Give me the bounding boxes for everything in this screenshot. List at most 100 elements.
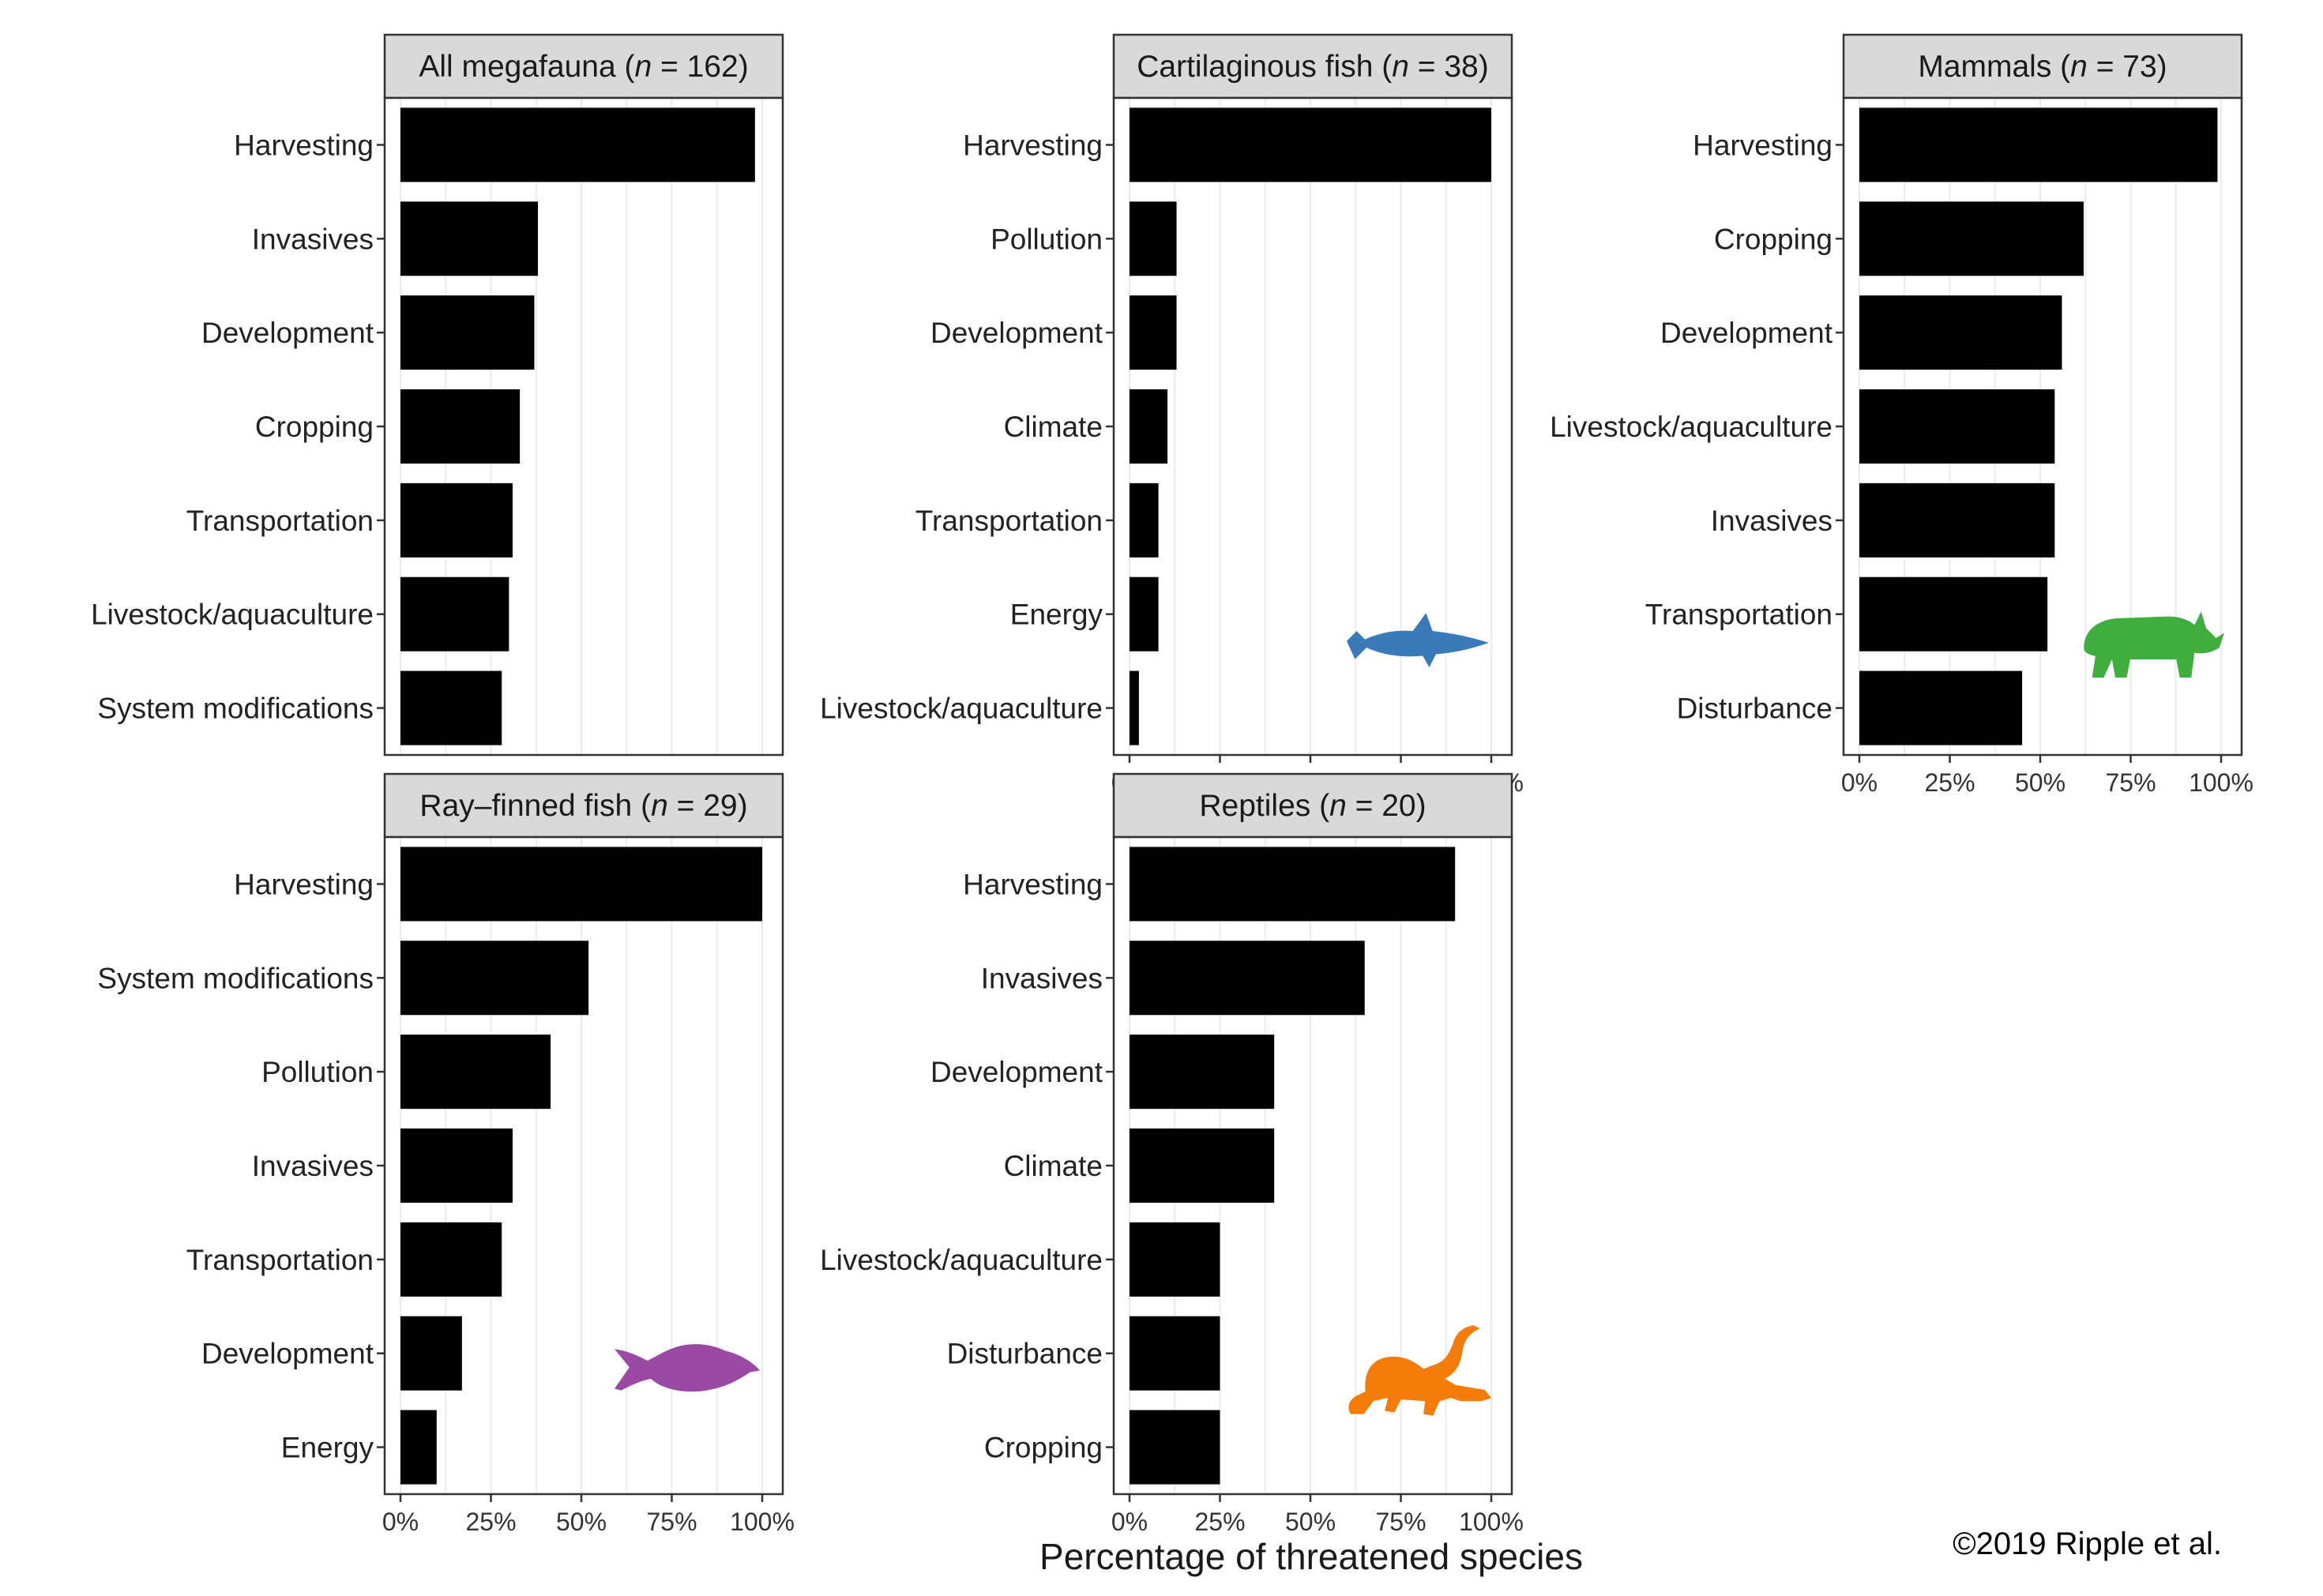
x-tick-label: 0% [382, 1508, 419, 1536]
category-label: Pollution [261, 1056, 374, 1088]
category-label: Invasives [252, 1150, 374, 1182]
category-label: Harvesting [1693, 129, 1832, 161]
category-label: Disturbance [1677, 693, 1832, 725]
x-tick-label: 0% [1841, 768, 1878, 797]
bar [1130, 1410, 1220, 1485]
panel-border [383, 836, 784, 1496]
fish-icon-shape [615, 1344, 760, 1392]
x-tick-label: 50% [2015, 768, 2066, 797]
facet-panels: All megafauna (n = 162) Harvesting Invasiv… [91, 33, 2253, 1536]
bar [400, 483, 513, 558]
category-label: Cropping [255, 411, 374, 443]
x-tick-label: 50% [556, 1508, 607, 1536]
facet-title: Ray–finned fish (n = 29) [419, 789, 747, 823]
x-axis-title: Percentage of threatened species [1039, 1536, 1583, 1577]
shark-icon [1347, 613, 1489, 668]
category-label: Pollution [990, 223, 1103, 255]
category-label: Development [201, 317, 374, 349]
bar [1859, 576, 2048, 652]
bar [1859, 483, 2055, 558]
facet-title: Reptiles (n = 20) [1199, 789, 1426, 823]
facet-strip [1112, 772, 1513, 839]
category-label: Livestock/aquaculture [820, 693, 1103, 725]
category-label: Climate [1004, 1150, 1103, 1182]
facet-panel: Cartilaginous fish (n = 38) Harvesting Pol… [820, 33, 1524, 797]
facet-title: Cartilaginous fish (n = 38) [1137, 50, 1489, 84]
facet-strip [1842, 33, 2243, 100]
facet-title: All megafauna (n = 162) [419, 50, 748, 84]
bar [1130, 1035, 1275, 1110]
bar [1859, 295, 2062, 370]
category-label: Invasives [1711, 505, 1832, 537]
bar [1130, 1316, 1220, 1391]
crocodile-icon-shape [1348, 1325, 1491, 1416]
category-label: Development [930, 317, 1103, 349]
panel-border [1112, 836, 1513, 1496]
bar [1130, 576, 1159, 652]
bar [1130, 1222, 1220, 1297]
bar [400, 1316, 462, 1391]
category-label: Cropping [1714, 223, 1832, 255]
bar [1859, 201, 2084, 276]
category-label: Cropping [984, 1432, 1103, 1464]
x-tick-label: 75% [646, 1508, 697, 1536]
panel-border [1112, 96, 1513, 757]
category-label: Climate [1004, 411, 1103, 443]
bar [400, 847, 762, 922]
facet-panel: Reptiles (n = 20) Harvesting Invasives Deve… [820, 772, 1524, 1536]
category-label: Harvesting [963, 129, 1103, 161]
category-label: System modifications [97, 693, 374, 725]
category-label: Harvesting [234, 868, 374, 900]
x-tick-label: 100% [730, 1508, 795, 1536]
facet-panel: Ray–finned fish (n = 29) Harvesting System… [97, 772, 795, 1536]
facet-panel: Mammals (n = 73) Harvesting Cropping Develo… [1550, 33, 2253, 797]
bar [1130, 847, 1456, 922]
bar [400, 576, 509, 652]
bar [1859, 107, 2218, 182]
bar [1130, 295, 1177, 370]
bar [400, 941, 589, 1016]
category-label: Harvesting [234, 129, 374, 161]
shark-icon-shape [1347, 613, 1489, 668]
bar [400, 201, 539, 276]
rhino-icon-shape [2084, 611, 2224, 678]
panel-border [383, 96, 784, 757]
bar [1859, 389, 2055, 464]
category-label: Harvesting [963, 868, 1103, 900]
bar [400, 1222, 502, 1297]
facet-strip [383, 33, 784, 100]
x-tick-label: 0% [1111, 1508, 1148, 1536]
category-label: Livestock/aquaculture [1550, 411, 1832, 443]
category-label: Transportation [915, 505, 1103, 537]
category-label: Transportation [186, 1244, 374, 1276]
category-label: Development [1660, 317, 1833, 349]
bar [400, 1128, 513, 1203]
x-tick-label: 25% [1924, 768, 1975, 797]
x-tick-label: 50% [1285, 1508, 1336, 1536]
facet-panel: All megafauna (n = 162) Harvesting Invasiv… [91, 33, 784, 757]
category-label: Development [201, 1338, 374, 1370]
category-label: Development [930, 1056, 1103, 1088]
bar [1130, 201, 1177, 276]
category-label: Transportation [186, 505, 374, 537]
category-label: Energy [1010, 599, 1103, 631]
bar [1130, 389, 1168, 464]
x-tick-label: 25% [1194, 1508, 1245, 1536]
category-label: System modifications [97, 962, 374, 994]
panel-border [1842, 96, 2243, 757]
bar [400, 107, 755, 182]
fish-icon [615, 1344, 760, 1392]
credit: ©2019 Ripple et al. [1953, 1527, 2222, 1561]
bar [1130, 1128, 1275, 1203]
bar [1130, 941, 1365, 1016]
crocodile-icon [1348, 1325, 1491, 1416]
x-tick-label: 100% [1459, 1508, 1524, 1536]
bar [400, 670, 502, 745]
category-label: Energy [281, 1432, 374, 1464]
bar [1130, 483, 1159, 558]
bar [400, 1410, 437, 1485]
x-tick-label: 25% [465, 1508, 516, 1536]
category-label: Livestock/aquaculture [91, 599, 374, 631]
bar [400, 389, 521, 464]
bar [1859, 670, 2023, 745]
